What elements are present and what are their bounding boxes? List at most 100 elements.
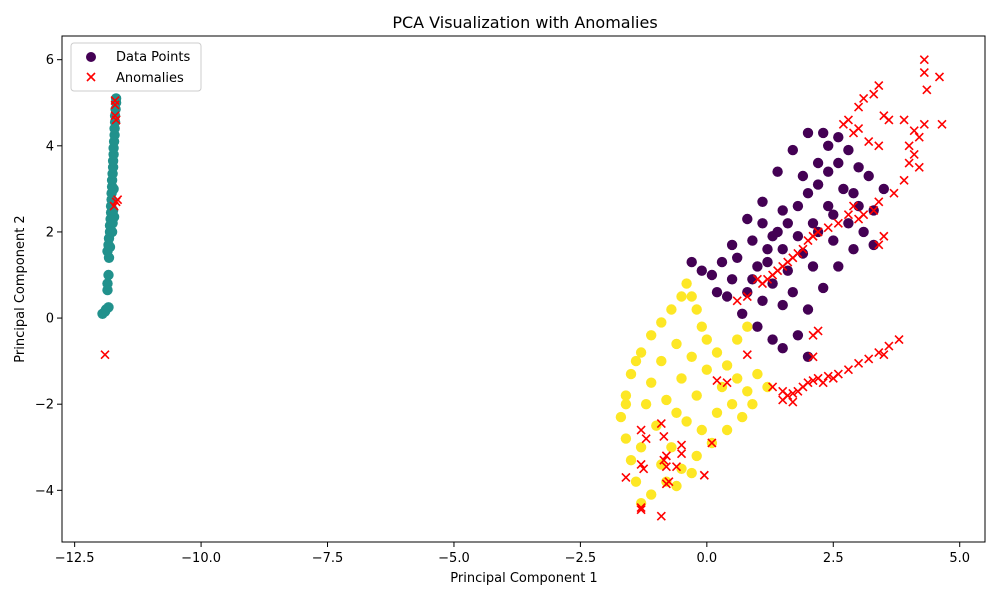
anomaly-marker (656, 511, 666, 521)
x-tick-label: 2.5 (823, 551, 844, 566)
anomaly-marker (808, 375, 818, 386)
cluster_c-point (711, 407, 723, 418)
cluster_b-point (103, 302, 114, 313)
cluster_c-point (620, 399, 632, 410)
anomaly-marker (639, 464, 649, 474)
cluster_c-point (671, 338, 682, 350)
cluster_a-point (802, 304, 814, 315)
anomaly-marker (742, 350, 752, 360)
cluster_c-point (691, 390, 702, 401)
legend-box (70, 42, 202, 92)
anomaly-marker (934, 72, 945, 82)
cluster_a-point (848, 244, 859, 255)
cluster_c-point (646, 377, 657, 388)
anomaly-marker (671, 462, 682, 472)
cluster_a-point (767, 231, 778, 242)
cluster_c-point (640, 399, 652, 410)
cluster_a-point (757, 295, 768, 306)
cluster_a-point (853, 200, 864, 212)
cluster_a-point (792, 200, 804, 212)
x-tick-label: −10.0 (181, 551, 221, 566)
cluster_a-point (833, 261, 844, 272)
cluster_a-point (838, 183, 849, 195)
anomaly-marker (752, 274, 762, 284)
anomaly-marker (699, 470, 709, 480)
cluster_a-point (802, 188, 814, 199)
cluster_c-point (620, 390, 632, 401)
anomaly-marker (874, 197, 884, 207)
cluster_c-point (656, 317, 667, 328)
anomaly-marker (874, 141, 884, 151)
anomaly-marker (788, 388, 798, 398)
cluster_c-point (661, 394, 672, 406)
cluster_a-point (807, 261, 819, 272)
anomaly-marker (712, 375, 722, 386)
legend-data-points-label: Data Points (116, 50, 190, 65)
anomaly-marker (110, 100, 120, 110)
cluster_c-point (711, 347, 723, 358)
cluster_a-point (686, 256, 697, 268)
cluster_a-point (726, 239, 738, 251)
anomaly-marker (919, 68, 929, 78)
cluster_c-point (686, 291, 697, 302)
anomaly-marker (636, 425, 646, 435)
anomaly-marker (853, 358, 864, 368)
cluster_a-point (843, 218, 854, 229)
cluster_c-point (676, 291, 687, 302)
anomaly-marker (922, 85, 932, 95)
cluster_a-point (732, 252, 743, 263)
anomaly-marker (111, 115, 121, 125)
cluster_a-point (818, 282, 829, 294)
cluster_a-point (762, 244, 773, 255)
cluster_a-point (818, 127, 829, 139)
cluster_a-point (792, 330, 804, 341)
anomaly-marker (636, 505, 646, 515)
anomaly-marker (843, 365, 854, 375)
anomaly-marker (823, 371, 833, 381)
cluster_a-point (843, 144, 854, 156)
anomaly-marker (914, 162, 924, 172)
anomaly-marker (853, 214, 864, 224)
x-axis: −12.5 −10.0 −7.5 −5.0 −2.5 0.0 2.5 5.0 (55, 542, 970, 566)
cluster_c-point (721, 360, 733, 371)
cluster_a-point (858, 226, 869, 238)
cluster_a-point (787, 287, 798, 298)
cluster_c-point (656, 459, 667, 470)
cluster_a-point (757, 196, 768, 207)
cluster_a-point (777, 299, 788, 311)
anomaly-marker (656, 419, 666, 429)
cluster_c-point (732, 373, 743, 384)
anomaly-marker (661, 462, 671, 472)
cluster_c-point (686, 467, 697, 479)
x-tick-label: −7.5 (312, 551, 344, 566)
cluster_a-point (742, 213, 753, 225)
cluster_b-point (108, 183, 119, 195)
anomaly-marker (808, 330, 818, 340)
x-tick-label: −5.0 (438, 551, 470, 566)
cluster_a-point (726, 274, 738, 285)
cluster_c-point (732, 334, 743, 345)
anomaly-marker (659, 431, 669, 442)
anomaly-marker (879, 111, 889, 121)
anomaly-marker (788, 397, 798, 407)
anomaly-marker (874, 240, 884, 250)
anomaly-marker (828, 373, 838, 383)
cluster_c-point (625, 368, 637, 380)
cluster_a-point (777, 205, 788, 216)
anomaly-marker (803, 235, 813, 246)
anomaly-marker (676, 449, 687, 459)
anomaly-marker (889, 188, 899, 198)
cluster_c-point (646, 330, 657, 341)
anomaly-marker (641, 434, 651, 444)
anomaly-marker (914, 132, 924, 142)
cluster_c-point (671, 480, 682, 492)
cluster_c-point (635, 442, 647, 453)
anomaly-marker (818, 378, 828, 388)
legend-anomalies-marker (86, 72, 96, 82)
cluster_c-point (686, 351, 697, 362)
cluster_c-point (691, 450, 702, 462)
cluster_c-point (625, 455, 637, 466)
cluster_a-point (807, 218, 819, 229)
cluster_b-point (103, 269, 114, 281)
cluster_c-point (656, 355, 667, 367)
